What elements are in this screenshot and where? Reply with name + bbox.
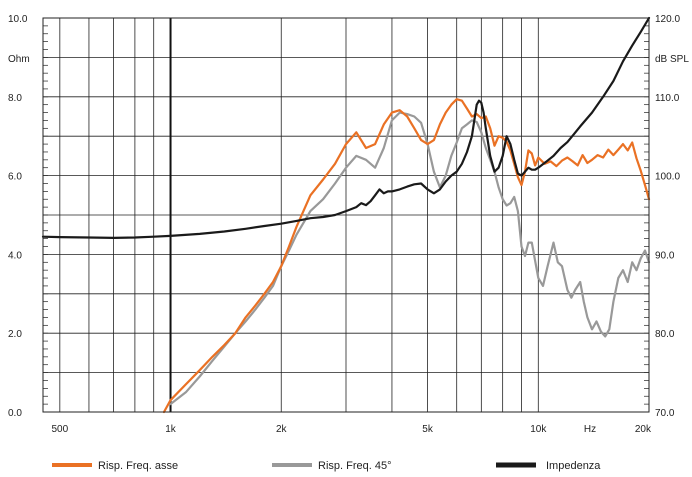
- right-axis-tick-label: 110.0: [655, 93, 680, 104]
- left-axis-tick-label: 2.0: [8, 329, 22, 340]
- right-axis-tick-label: 80.0: [655, 329, 675, 340]
- right-axis-unit-label: dB SPL: [655, 54, 689, 65]
- right-axis-tick-label: 100.0: [655, 172, 680, 183]
- legend: Risp. Freq. asse Risp. Freq. 45° Impedenza: [52, 460, 601, 472]
- tick-labels: 0.0 2.0 4.0 6.0 8.0 10.0 Ohm 70.0 80.0 90.0 100.0 1…: [8, 14, 689, 435]
- left-axis-tick-label: 4.0: [8, 250, 22, 261]
- x-axis-tick-label: 20k: [635, 424, 652, 435]
- x-axis-unit-label: Hz: [584, 424, 596, 435]
- legend-label: Risp. Freq. asse: [98, 460, 178, 472]
- plot-border: [42, 17, 650, 413]
- left-axis-tick-label: 8.0: [8, 93, 22, 104]
- x-axis-tick-label: 2k: [276, 424, 288, 435]
- left-axis-tick-label: 6.0: [8, 172, 22, 183]
- right-axis-tick-label: 120.0: [655, 14, 680, 25]
- x-axis-tick-label: 1k: [165, 424, 177, 435]
- right-axis-tick-label: 90.0: [655, 250, 675, 261]
- x-axis-tick-label: 500: [51, 424, 68, 435]
- right-axis-tick-label: 70.0: [655, 408, 675, 419]
- legend-label: Risp. Freq. 45°: [318, 460, 391, 472]
- off-axis-45-response-line: [169, 111, 651, 406]
- on-axis-response-line: [162, 98, 651, 414]
- left-axis-tick-label: 0.0: [8, 408, 22, 419]
- grid: [43, 18, 650, 412]
- left-axis-tick-label: 10.0: [8, 14, 28, 25]
- left-axis-unit-label: Ohm: [8, 54, 30, 65]
- x-axis-tick-label: 10k: [530, 424, 547, 435]
- legend-label: Impedenza: [546, 460, 601, 472]
- x-axis-tick-label: 5k: [422, 424, 434, 435]
- impedance-line: [41, 16, 651, 239]
- plot-frame: [42, 17, 650, 413]
- series-layer: [41, 16, 651, 414]
